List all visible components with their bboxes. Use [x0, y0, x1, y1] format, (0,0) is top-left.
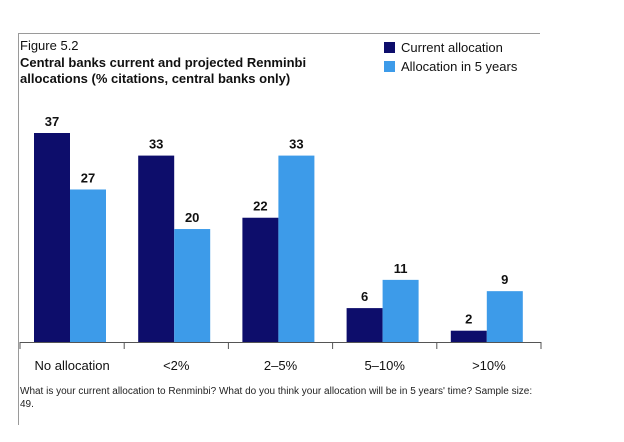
x-tick-label-1: <2% — [163, 358, 190, 373]
frame-left-rule — [18, 33, 19, 425]
value-label-projected-0: 27 — [81, 170, 95, 185]
legend-label-current: Current allocation — [401, 40, 503, 55]
frame-top-rule — [18, 33, 540, 34]
bar-projected-1 — [174, 229, 211, 342]
value-label-projected-4: 9 — [501, 272, 508, 287]
value-label-projected-3: 11 — [394, 261, 408, 276]
legend-swatch-projected — [384, 61, 395, 72]
bar-current-3 — [346, 308, 383, 342]
bar-projected-2 — [278, 155, 315, 342]
x-tick-label-4: >10% — [472, 358, 506, 373]
legend-item-projected: Allocation in 5 years — [384, 57, 517, 76]
chart-title: Central banks current and projected Renm… — [20, 55, 307, 86]
bar-current-0 — [34, 133, 70, 342]
bar-current-2 — [242, 217, 279, 342]
bar-projected-0 — [70, 189, 106, 342]
x-tick-label-3: 5–10% — [364, 358, 405, 373]
legend-swatch-current — [384, 42, 395, 53]
value-label-projected-1: 20 — [185, 210, 199, 225]
bar-current-1 — [138, 155, 175, 342]
legend-label-projected: Allocation in 5 years — [401, 59, 518, 74]
x-tick-label-2: 2–5% — [264, 358, 298, 373]
bar-projected-3 — [382, 279, 419, 342]
legend: Current allocation Allocation in 5 years — [384, 38, 517, 76]
value-label-current-2: 22 — [253, 199, 267, 214]
bar-current-4 — [450, 330, 487, 342]
value-label-current-1: 33 — [149, 137, 163, 152]
bar-projected-4 — [486, 291, 523, 342]
figure-label: Figure 5.2 — [20, 38, 79, 53]
value-label-current-0: 37 — [45, 114, 59, 129]
x-tick-label-0: No allocation — [35, 358, 110, 373]
footnote: What is your current allocation to Renmi… — [20, 386, 533, 410]
value-label-current-4: 2 — [465, 312, 472, 327]
legend-item-current: Current allocation — [384, 38, 517, 57]
value-label-current-3: 6 — [361, 289, 368, 304]
value-label-projected-2: 33 — [289, 137, 303, 152]
